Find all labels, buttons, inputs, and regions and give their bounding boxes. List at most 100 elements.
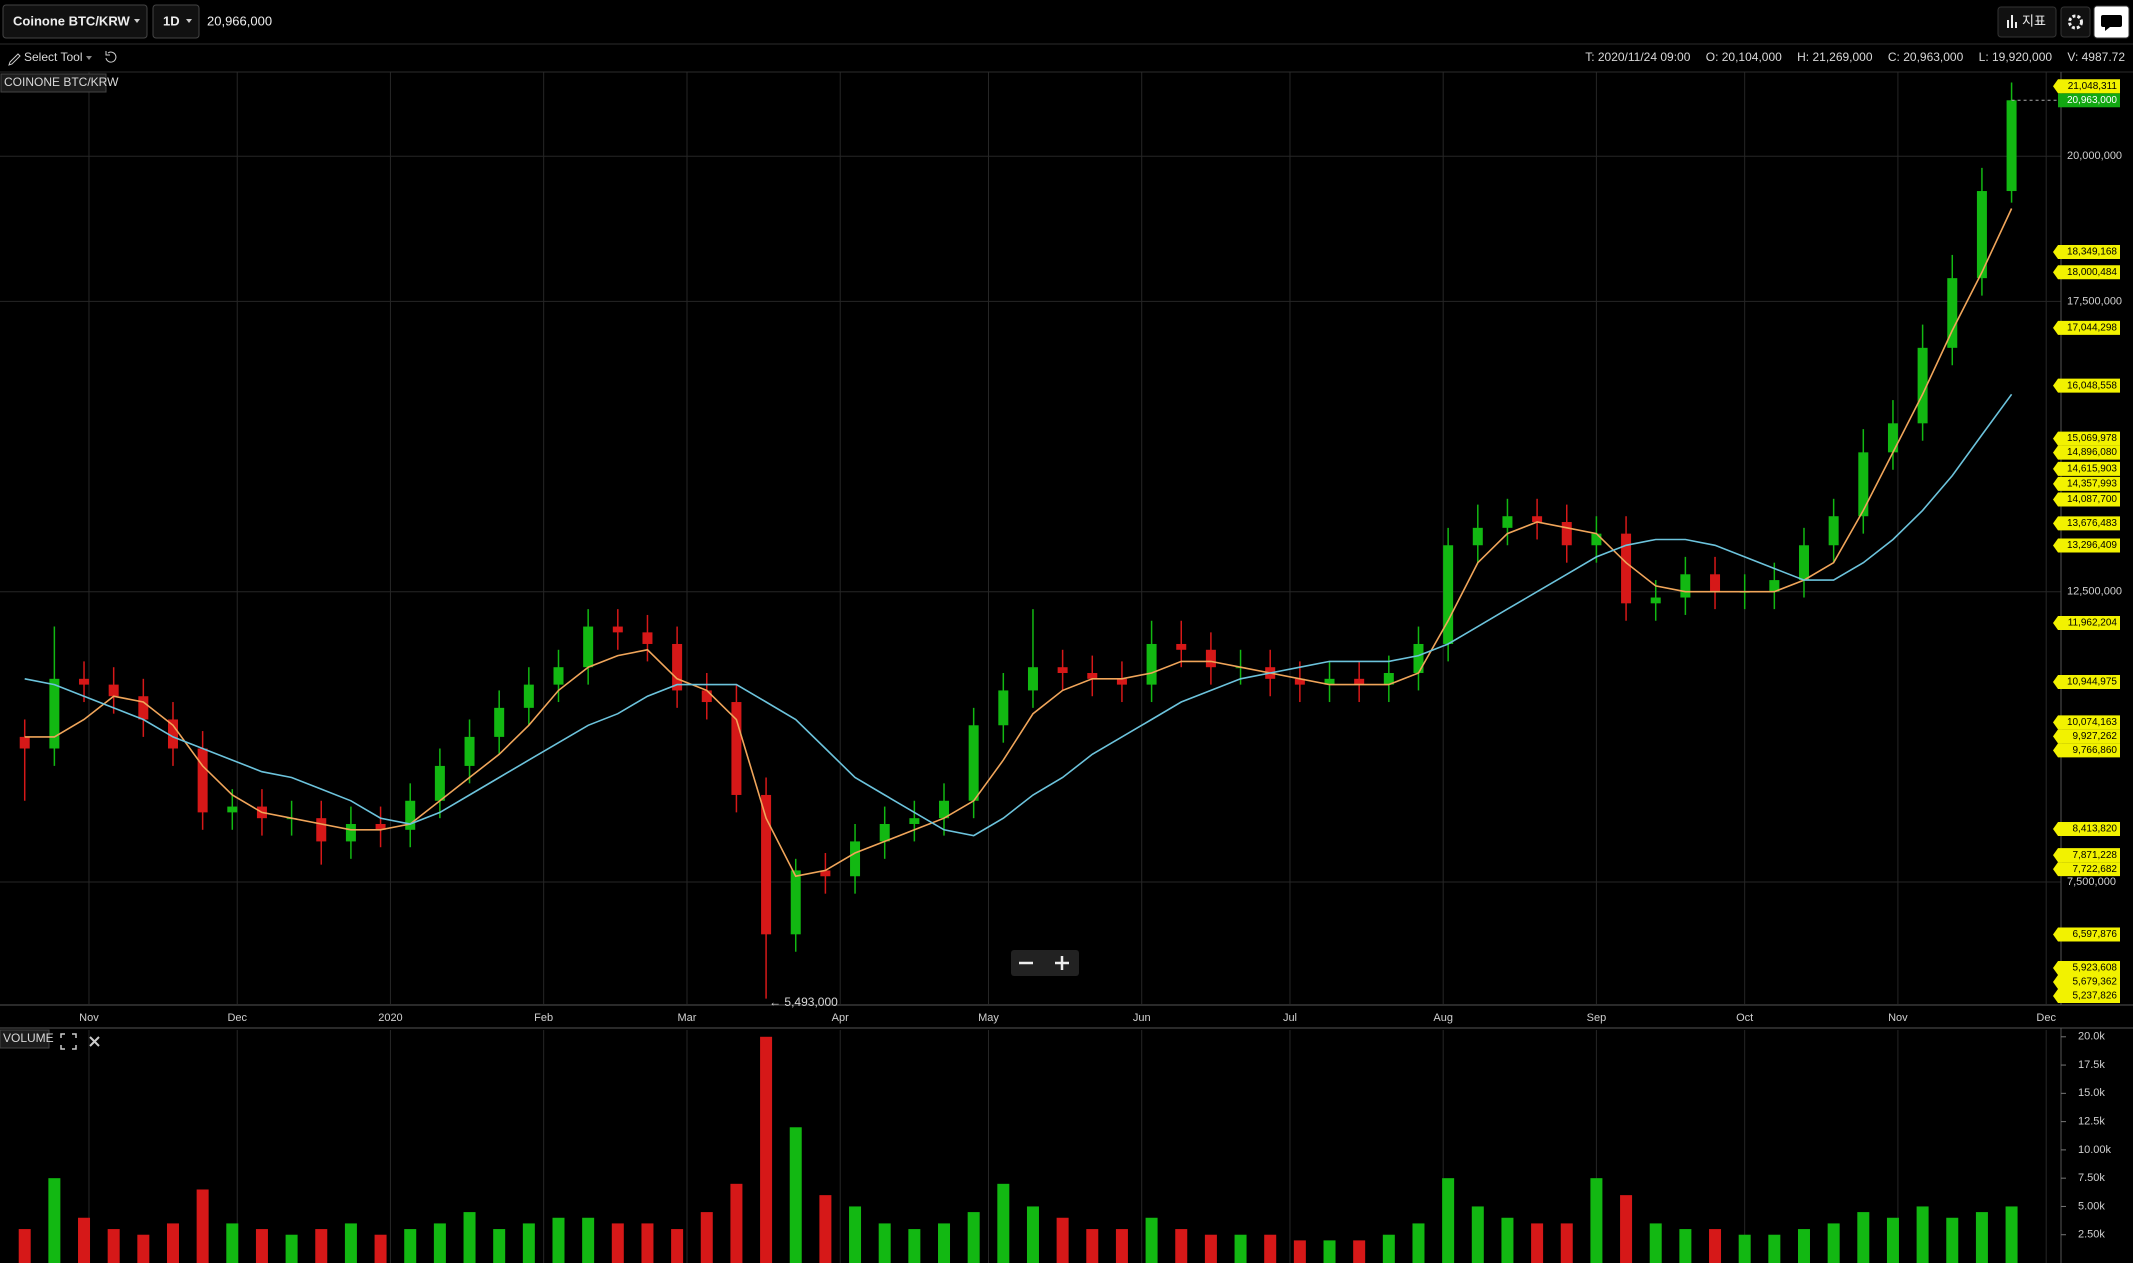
chat-icon [2101,15,2122,31]
pencil-icon [8,53,21,66]
volume-bar [1234,1234,1247,1263]
maximize-icon[interactable] [60,1033,77,1050]
y-tick-label: 20,000,000 [2067,150,2122,162]
candle-body [879,823,890,842]
zoom-in[interactable] [1055,956,1069,970]
price-level-label: 14,087,700 [2067,494,2117,505]
price-level-box [2053,79,2120,94]
volume-bar [789,1127,802,1263]
volume-bar [166,1223,179,1263]
settings-button[interactable] [2060,6,2091,38]
symbol-select[interactable] [2,4,148,39]
ohlc-info: T: 2020/11/24 09:00 O: 20,104,000 H: 21,… [1585,50,2125,64]
price-level-label: 5,923,608 [2073,963,2118,974]
x-tick-label: Dec [2036,1012,2056,1024]
volume-bar [967,1212,980,1263]
price-level-box [2053,378,2120,393]
price-level-box [2053,961,2120,975]
undo-icon[interactable] [105,51,117,63]
indicators-button[interactable] [1997,6,2057,38]
price-level-label: 13,296,409 [2067,540,2117,551]
interval: 1D [163,13,180,28]
volume-bar [226,1223,239,1263]
volume-tick-label: 15.0k [2078,1087,2105,1099]
toolbar [0,0,2133,44]
candle-body [1443,545,1454,644]
volume-bar [1264,1234,1277,1263]
x-tick-label: Jul [1283,1012,1297,1024]
price-level-box [2053,927,2120,942]
candle-body [790,870,801,935]
price-level-box [2053,615,2120,630]
volume-bar [2005,1206,2018,1263]
candle-body [79,678,90,685]
volume-bar [255,1229,268,1263]
price-level-box [2053,476,2120,491]
price-level-label: 14,615,903 [2067,463,2117,474]
candle-body [701,690,712,703]
candle-body [1710,574,1721,592]
annotation: ← 5,493,000 [769,995,838,1009]
price-level-label: 15,069,978 [2067,433,2117,444]
ohlc-item: O: 20,104,000 [1706,50,1782,64]
volume-label-box [0,1029,50,1049]
candle-body [2006,100,2017,192]
volume-bar [463,1212,476,1263]
volume-tick-label: 17.5k [2078,1059,2105,1071]
candle-body [553,667,564,685]
last-price: 20,966,000 [207,13,272,28]
candle-body [1917,347,1928,424]
candle-body [1532,516,1543,523]
x-tick-label: Mar [678,1012,697,1024]
price-level-label: 18,000,484 [2067,267,2117,278]
interval-select[interactable] [152,4,200,39]
candle-body [1502,516,1513,528]
volume-tick-label: 7.50k [2078,1172,2105,1184]
candle-body [1798,545,1809,581]
ohlc-item: L: 19,920,000 [1979,50,2053,64]
dropdown-arrow [86,56,92,60]
price-level-box [2053,743,2120,758]
x-tick-label: Sep [1587,1012,1607,1024]
volume-bar [374,1234,387,1263]
candle-body [1650,597,1661,604]
candle-body [761,794,772,935]
select-tool[interactable]: Select Tool [24,50,82,64]
volume-bar [1857,1212,1870,1263]
volume-bar [1827,1223,1840,1263]
grid [0,72,2061,1263]
volume-bar [137,1234,150,1263]
current-price-label: 20,963,000 [2067,95,2117,106]
x-tick-label: Jun [1133,1012,1151,1024]
candle-body [1057,667,1068,674]
price-level-label: 9,766,860 [2073,745,2118,756]
candle-body [642,632,653,644]
volume-bar [938,1223,951,1263]
candle-body [1591,533,1602,546]
x-tick-label: Dec [227,1012,247,1024]
candle-body [1383,673,1394,685]
dropdown-arrow [134,19,140,23]
volume-bar [107,1229,120,1263]
price-level-box [2053,320,2120,335]
candle-body [1472,527,1483,546]
price-level-box [2053,461,2120,476]
volume-bar [582,1217,595,1263]
price-level-label: 7,871,228 [2073,850,2118,861]
candle-body [345,823,356,842]
volume-bar [908,1229,921,1263]
volume-bar [1323,1240,1336,1263]
volume-bar [522,1223,535,1263]
moving-average [24,393,2013,837]
candle-body [1087,673,1098,679]
candle-body [227,806,238,813]
candle-body [1976,191,1987,279]
price-level-label: 5,679,362 [2073,977,2118,988]
plot [18,82,2018,1263]
price-level-label: 11,962,204 [2068,618,2118,629]
close-icon[interactable] [89,1036,100,1047]
candle-body [19,736,30,749]
volume-tick-label: 12.5k [2078,1116,2105,1128]
